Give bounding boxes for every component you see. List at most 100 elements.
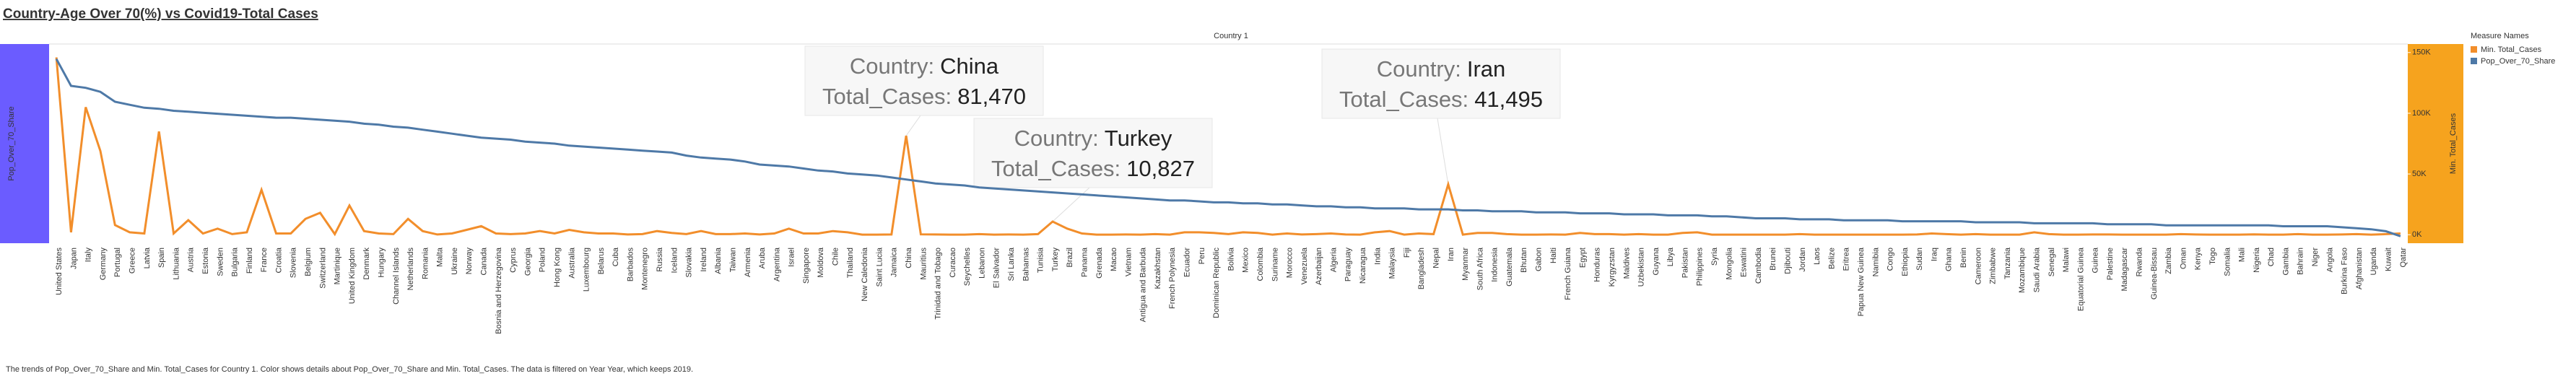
x-tick-label: Nigeria <box>2253 247 2261 273</box>
x-tick-label: Lebanon <box>978 248 986 279</box>
x-tick-label: Martinique <box>334 248 342 284</box>
x-tick-label: Dominican Republic <box>1212 248 1221 318</box>
x-tick-label: Luxembourg <box>583 248 591 292</box>
tooltip-country: Turkey <box>1105 126 1172 151</box>
caption: The trends of Pop_Over_70_Share and Min.… <box>6 365 693 374</box>
x-tick-label: Brunei <box>1769 248 1777 271</box>
y2-tick-label: 100K <box>2412 109 2431 118</box>
x-tick-label: Saudi Arabia <box>2032 247 2041 292</box>
x-tick-label: Namibia <box>1871 247 1880 276</box>
x-tick-label: Singapore <box>802 248 811 284</box>
chart-title: Country-Age Over 70(%) vs Covid19-Total … <box>3 6 318 22</box>
x-tick-label: Saint Lucia <box>875 247 884 287</box>
x-tick-label: Cuba <box>612 247 620 266</box>
x-tick-label: Guyana <box>1652 247 1661 275</box>
x-tick-label: Bosnia and Herzegovina <box>495 247 503 334</box>
x-tick-label: Sri Lanka <box>1007 247 1016 281</box>
x-tick-label: Guatemala <box>1505 247 1514 287</box>
x-tick-label: Panama <box>1080 247 1089 277</box>
x-tick-label: Aruba <box>758 247 767 268</box>
x-tick-label: Malawi <box>2062 248 2071 272</box>
tooltip-line: Country: Turkey <box>1014 126 1172 151</box>
x-tick-label: Turkey <box>1051 248 1060 272</box>
x-tick-label: Egypt <box>1578 248 1587 268</box>
x-tick-label: Bulgaria <box>231 247 240 276</box>
tooltip-field: Country: <box>1014 126 1099 151</box>
x-tick-label: Azerbaijan <box>1315 248 1323 285</box>
y2-tick-label: 50K <box>2412 170 2427 178</box>
x-tick-label: Grenada <box>1095 247 1104 279</box>
x-tick-label: Romania <box>421 247 430 279</box>
x-tick-label: Mexico <box>1242 248 1250 273</box>
x-tick-label: Burkina Faso <box>2341 248 2349 294</box>
x-tick-label: Somalia <box>2223 247 2232 276</box>
x-tick-label: Switzerland <box>318 248 327 289</box>
x-tick-label: Hungary <box>377 248 386 278</box>
x-tick-label: French Guiana <box>1564 247 1572 300</box>
x-tick-label: Mauritius <box>919 248 928 280</box>
x-tick-label: Montenegro <box>641 248 650 290</box>
x-tick-label: Venezuela <box>1300 247 1309 284</box>
x-tick-label: Eswatini <box>1740 248 1749 277</box>
x-tick-label: Libya <box>1666 247 1675 266</box>
x-tick-label: Uzbekistan <box>1637 248 1646 287</box>
x-tick-label: Italy <box>84 248 93 263</box>
x-tick-label: Papua New Guinea <box>1857 247 1866 316</box>
legend-label: Min. Total_Cases <box>2481 45 2542 54</box>
tooltip-value: 81,470 <box>957 84 1026 109</box>
x-tick-label: Finland <box>245 248 254 274</box>
tooltip-country: China <box>940 53 999 79</box>
x-tick-label: Syria <box>1710 247 1719 266</box>
tooltip-leader <box>905 115 921 136</box>
x-tick-label: Sudan <box>1915 248 1924 271</box>
tooltip-line: Total_Cases: 81,470 <box>822 84 1026 109</box>
x-tick-label: Tanzania <box>2003 247 2012 279</box>
x-tick-label: Seychelles <box>963 248 972 287</box>
x-tick-label: Chile <box>832 248 840 266</box>
x-tick-label: Antigua and Barbuda <box>1139 247 1148 322</box>
x-tick-label: Cameroon <box>1974 248 1983 284</box>
x-tick-label: Colombia <box>1256 247 1265 281</box>
x-tick-label: Brazil <box>1066 248 1074 268</box>
x-tick-label: Guinea <box>2092 247 2100 273</box>
x-tick-label: Ecuador <box>1183 248 1192 277</box>
x-tick-label: Malta <box>436 247 445 267</box>
x-tick-label: Nicaragua <box>1359 247 1367 284</box>
x-tick-label: Gambia <box>2281 247 2290 275</box>
x-tick-label: South Africa <box>1476 247 1484 290</box>
legend-title: Measure Names <box>2471 32 2529 40</box>
x-tick-label: Afghanistan <box>2355 248 2364 289</box>
x-tick-label: Taiwan <box>728 248 737 272</box>
x-tick-label: Trinidad and Tobago <box>934 248 943 320</box>
tooltip-value: 41,495 <box>1474 87 1543 112</box>
x-tick-label: Austria <box>187 247 196 272</box>
x-tick-label: Vietnam <box>1124 248 1133 276</box>
x-tick-label: Macao <box>1110 248 1118 271</box>
x-tick-label: New Caledonia <box>861 247 869 301</box>
x-tick-label: Bolivia <box>1227 247 1235 271</box>
x-tick-label: Poland <box>539 248 547 272</box>
x-tick-label: Albania <box>714 247 723 274</box>
x-tick-label: Togo <box>2209 248 2217 265</box>
tooltip-line: Country: China <box>850 53 999 79</box>
x-tick-label: Zimbabwe <box>1989 248 1998 284</box>
tooltip-field: Total_Cases: <box>1339 87 1468 112</box>
y2-tick-label: 0K <box>2412 230 2422 239</box>
legend-label: Pop_Over_70_Share <box>2481 57 2555 66</box>
x-tick-label: Hong Kong <box>553 248 562 287</box>
x-tick-label: Gabon <box>1535 248 1544 271</box>
x-tick-label: Haiti <box>1549 248 1558 263</box>
x-tick-label: Chad <box>2267 248 2276 266</box>
x-tick-label: Bahrain <box>2297 248 2305 275</box>
x-tick-label: Greece <box>129 248 137 274</box>
x-tick-label: Myanmar <box>1461 248 1470 281</box>
x-tick-label: Uganda <box>2370 247 2378 275</box>
tooltip-line: Country: Iran <box>1377 56 1506 82</box>
tooltip-box <box>1321 48 1561 119</box>
tooltip-country: Iran <box>1467 56 1505 82</box>
y-axis-title: Pop_Over_70_Share <box>7 106 16 180</box>
tooltip-leader <box>1437 118 1449 185</box>
x-tick-label: Iraq <box>1930 248 1938 261</box>
x-tick-label: Russia <box>656 247 664 272</box>
tooltip-box <box>804 45 1044 116</box>
